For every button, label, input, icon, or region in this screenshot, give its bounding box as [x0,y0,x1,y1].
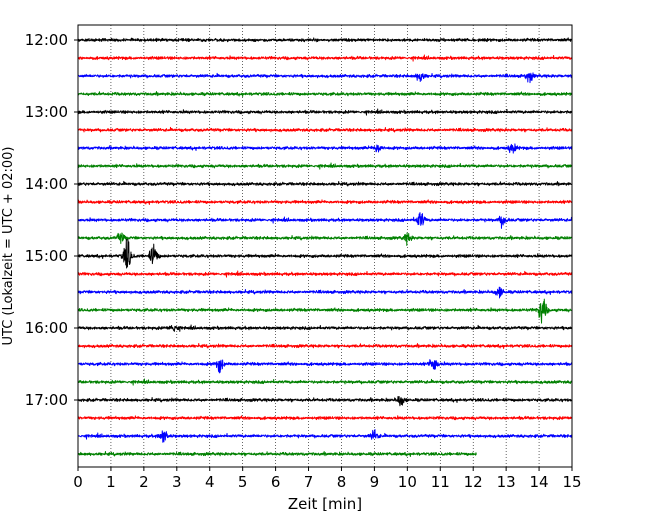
x-tick-label: 10 [398,473,417,491]
seismogram-trace [77,162,573,170]
seismogram-trace [77,429,573,443]
y-tick-label: 12:00 [25,31,68,49]
seismogram-traces [77,37,573,457]
x-tick-label: 8 [337,473,347,491]
x-tick-label: 7 [304,473,314,491]
x-tick-label: 3 [172,473,182,491]
y-axis-ticks: 12:00 13:00 14:00 15:00 16:00 17:00 [25,31,78,409]
x-tick-label: 15 [562,473,581,491]
x-tick-label: 9 [370,473,380,491]
x-tick-label: 12 [464,473,483,491]
x-axis-ticks: 0 1 2 3 4 5 6 7 8 9 10 11 12 13 14 15 [73,467,582,491]
seismogram-trace [77,126,573,133]
seismogram-trace [77,298,573,324]
seismogram-trace [77,238,573,269]
seismogram-trace [77,37,573,43]
x-tick-label: 6 [271,473,281,491]
x-axis-label: Zeit [min] [288,495,362,513]
seismogram-trace [77,270,573,278]
y-tick-label: 13:00 [25,103,68,121]
seismogram-trace [77,91,573,97]
seismogram-trace [77,324,573,332]
x-tick-label: 11 [431,473,450,491]
y-tick-label: 15:00 [25,247,68,265]
plot-frame [77,24,573,468]
seismogram-trace [77,54,573,62]
y-tick-label: 16:00 [25,319,68,337]
y-axis-label: UTC (Lokalzeit = UTC + 02:00) [1,147,16,346]
seismogram-trace [77,72,573,84]
seismogram-trace [77,212,573,229]
seismogram-trace [77,143,573,154]
seismogram-trace [77,451,477,457]
seismogram-trace [77,286,573,299]
x-tick-label: 2 [139,473,149,491]
seismogram-trace [77,359,573,374]
seismogram-trace [77,343,573,349]
seismogram-trace [77,415,573,421]
x-tick-label: 13 [497,473,516,491]
x-tick-label: 0 [73,473,83,491]
seismogram-trace [77,396,573,407]
seismogram-trace [77,232,573,246]
x-tick-label: 4 [205,473,215,491]
seismogram-trace [77,378,573,386]
y-tick-label: 17:00 [25,391,68,409]
seismogram-trace [77,199,573,205]
seismogram-trace [77,108,573,116]
x-tick-label: 5 [238,473,248,491]
x-tick-label: 1 [106,473,116,491]
seismogram-trace [77,180,573,187]
y-tick-label: 14:00 [25,175,68,193]
x-tick-label: 14 [530,473,549,491]
